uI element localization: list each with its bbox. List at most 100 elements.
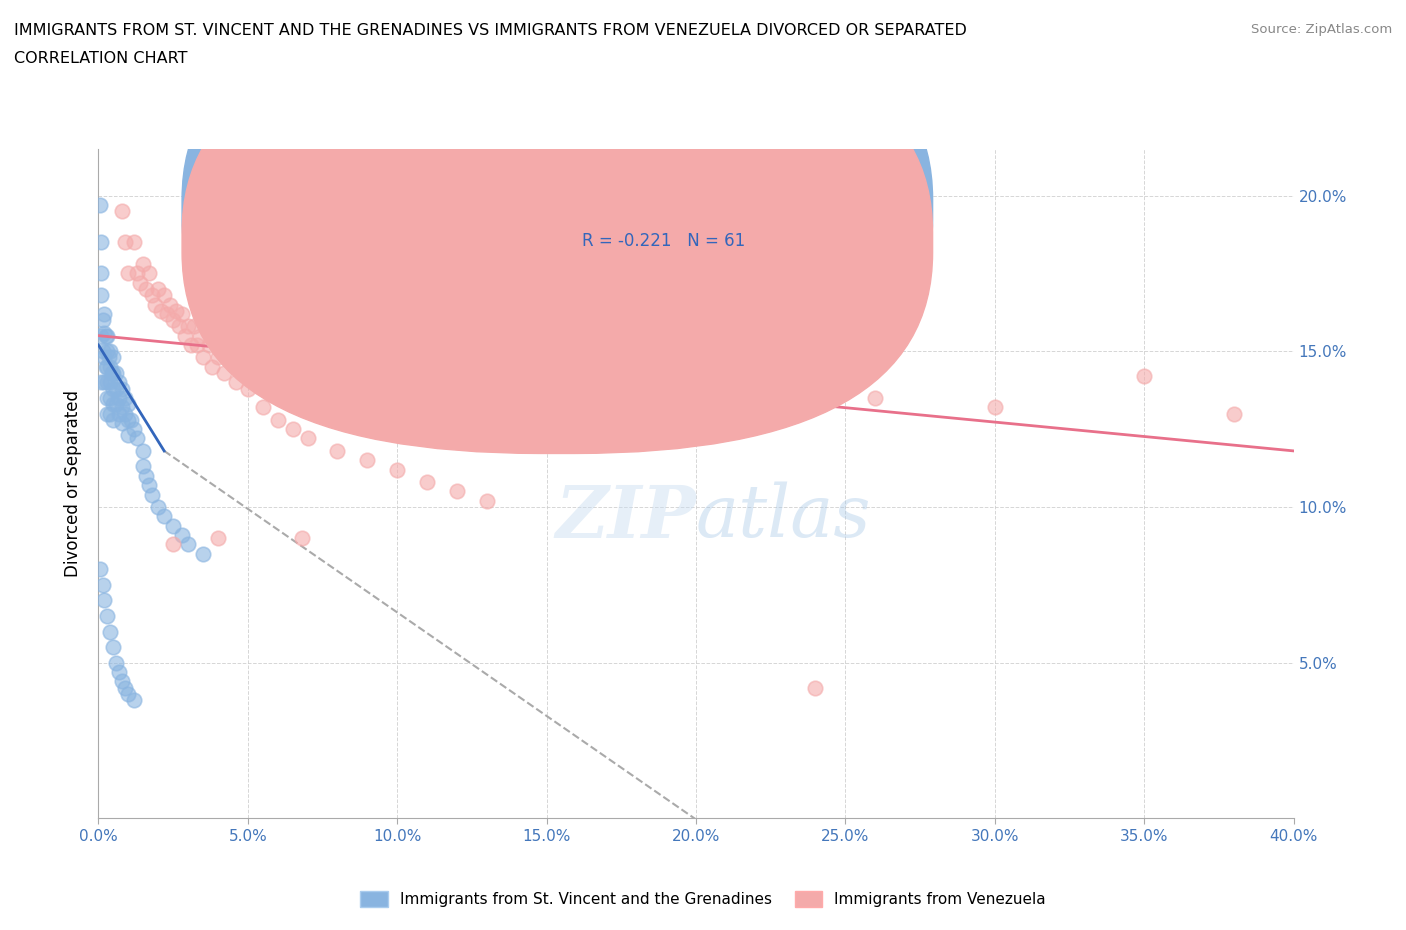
Text: ZIP: ZIP [555,482,696,552]
Point [100,375,122,390]
Point [108,406,131,421]
Point [96,344,118,359]
Point [117,397,139,412]
Point [225,375,247,390]
Point [96,328,118,343]
Point [446,484,468,498]
Point [865,391,887,405]
FancyBboxPatch shape [517,162,900,276]
Point [111,416,134,431]
Point [114,406,136,421]
Point [186,338,208,352]
Point [177,319,200,334]
Point [198,338,221,352]
Legend: Immigrants from St. Vincent and the Grenadines, Immigrants from Venezuela: Immigrants from St. Vincent and the Gren… [354,884,1052,913]
Point [129,275,152,290]
Point [124,693,146,708]
Point [90,375,112,390]
Point [108,391,131,405]
Point [105,397,128,412]
Point [416,474,439,489]
Point [91,312,114,327]
Point [183,319,205,334]
Y-axis label: Divorced or Separated: Divorced or Separated [65,390,83,578]
Point [103,350,125,365]
Point [1133,368,1156,383]
Text: Source: ZipAtlas.com: Source: ZipAtlas.com [1251,23,1392,36]
Point [100,344,122,359]
Point [201,359,224,374]
Point [156,306,179,321]
FancyBboxPatch shape [183,32,932,454]
Point [162,518,184,533]
Point [111,204,134,219]
Point [207,350,229,365]
Point [96,391,118,405]
Point [167,319,190,334]
Point [114,391,136,405]
Point [132,444,155,458]
Point [100,359,122,374]
Point [153,509,176,524]
Point [371,297,394,312]
Point [385,266,409,281]
Point [114,680,136,695]
Point [138,266,160,281]
Point [94,328,117,343]
Point [93,593,115,608]
Point [565,381,588,396]
Point [132,257,155,272]
Point [96,359,118,374]
Point [326,444,349,458]
Point [252,400,274,415]
Point [207,531,229,546]
Point [103,412,125,427]
Point [219,353,242,368]
Point [1223,406,1246,421]
Point [984,400,1007,415]
Point [745,381,768,396]
Point [90,328,112,343]
Point [111,674,134,689]
Point [108,665,131,680]
Point [105,656,128,671]
Point [105,365,128,380]
Point [148,282,170,297]
Point [90,234,112,249]
Point [685,368,707,383]
Point [127,266,149,281]
Point [172,527,194,542]
Point [135,469,157,484]
Point [475,493,498,508]
Point [93,375,115,390]
Point [150,303,173,318]
Point [96,375,118,390]
Point [105,381,128,396]
Point [117,428,139,443]
Point [97,350,120,365]
Point [100,624,122,639]
Point [143,297,166,312]
Point [108,375,131,390]
Point [281,421,304,436]
Point [385,462,409,477]
Point [132,459,155,474]
Point [103,640,125,655]
Point [804,680,827,695]
Point [117,686,139,701]
Point [103,381,125,396]
Point [135,282,157,297]
Point [177,537,200,551]
Point [153,287,176,302]
Point [191,546,214,561]
Text: atlas: atlas [696,482,872,552]
Point [141,287,163,302]
Point [96,406,118,421]
Point [180,338,202,352]
Point [174,328,197,343]
FancyBboxPatch shape [183,0,932,420]
Text: IMMIGRANTS FROM ST. VINCENT AND THE GRENADINES VS IMMIGRANTS FROM VENEZUELA DIVO: IMMIGRANTS FROM ST. VINCENT AND THE GREN… [14,23,967,38]
Point [356,453,378,468]
Point [117,266,139,281]
Point [172,306,194,321]
